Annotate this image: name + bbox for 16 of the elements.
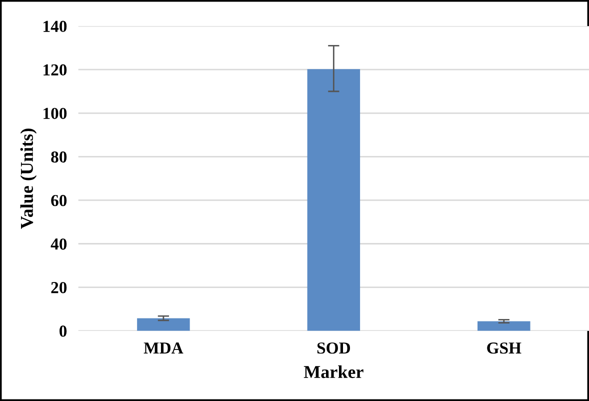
y-tick-label: 100 [44,108,67,120]
y-tick-label: 20 [51,282,67,294]
y-tick-label: 140 [44,20,67,32]
x-tick-label: SOD [317,342,350,354]
x-axis-title: Marker [304,365,364,378]
bar [307,69,360,331]
y-tick-label: 80 [51,151,67,163]
bar [478,321,530,331]
y-tick-label: 60 [51,194,67,206]
y-tick-label: 120 [44,64,67,76]
x-tick-label: MDA [144,342,184,354]
y-tick-label: 40 [50,238,67,250]
y-tick-label: 0 [60,326,67,337]
y-axis-title: Value (Units) [20,128,37,229]
bar [137,318,190,331]
x-tick-label: GSH [487,342,522,354]
